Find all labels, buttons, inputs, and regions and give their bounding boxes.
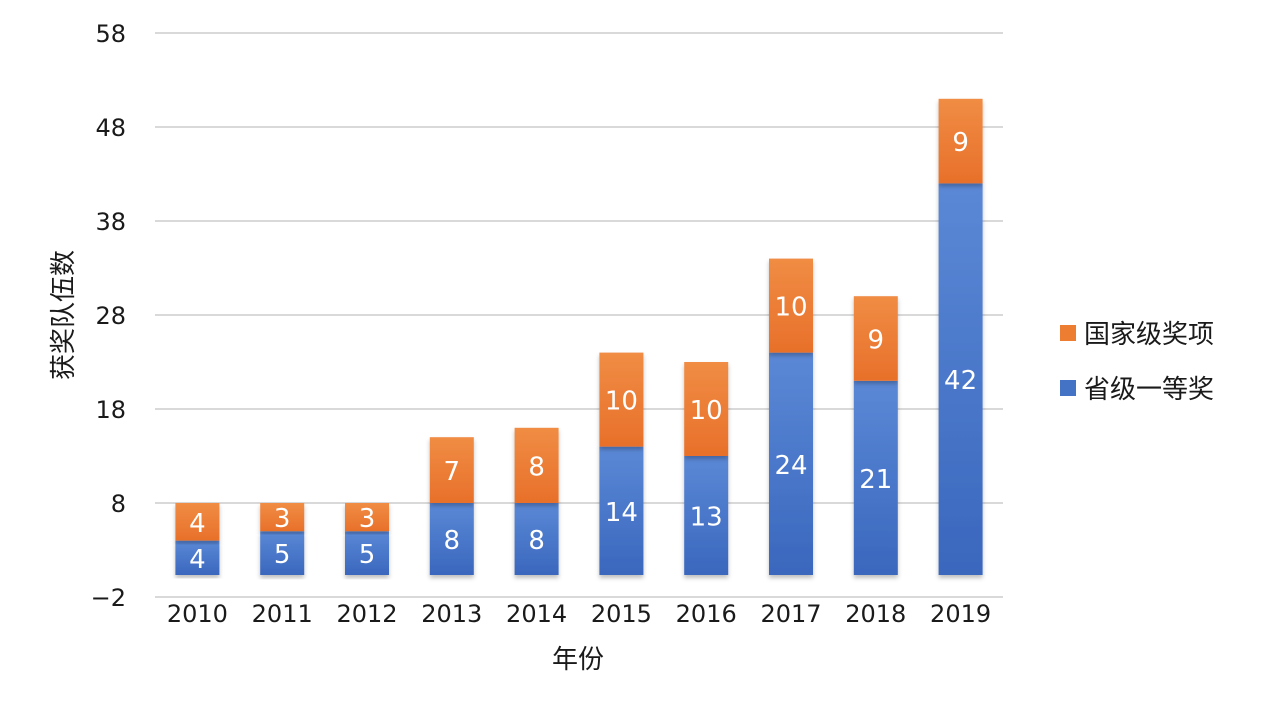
legend-swatch	[1060, 325, 1076, 341]
bar-segment	[853, 296, 898, 381]
bar-value-label: 10	[605, 387, 638, 417]
legend-label: 省级一等奖	[1084, 375, 1214, 405]
x-tick-label: 2012	[336, 600, 397, 628]
bar-segment	[769, 258, 813, 353]
y-axis-title: 获奖队伍数	[49, 250, 79, 380]
x-axis-ticks: 2010 2011 2012 2013 2014 2015 2016 2017 2018 2019	[167, 600, 991, 628]
x-tick-label: 2013	[421, 600, 482, 628]
bar-value-label: 9	[952, 128, 969, 158]
bar-value-label: 8	[444, 526, 461, 556]
bar-segment	[853, 380, 898, 575]
bar-segment	[345, 531, 389, 575]
bar-value-label: 8	[528, 526, 545, 556]
bar-segment	[938, 98, 983, 184]
bar-value-label: 7	[444, 457, 461, 487]
bar-value-label: 8	[528, 452, 545, 482]
bar-segment	[345, 503, 389, 532]
legend-label: 国家级奖项	[1084, 320, 1214, 350]
x-tick-label: 2017	[760, 600, 821, 628]
y-tick-label: 28	[95, 302, 126, 330]
bar-segment	[769, 352, 813, 575]
bar-segment	[260, 503, 305, 532]
bar-segment	[514, 503, 559, 575]
bar-segment	[429, 503, 474, 575]
bar-value-label: 10	[774, 293, 807, 323]
bar-value-label: 21	[859, 465, 892, 495]
bar-segment	[599, 352, 644, 447]
y-tick-label: 58	[95, 20, 126, 48]
x-tick-label: 2019	[930, 600, 991, 628]
bar-segment	[938, 183, 983, 575]
x-tick-label: 2016	[676, 600, 737, 628]
bar-segment	[260, 531, 305, 575]
y-tick-label: 48	[95, 114, 126, 142]
bar-segment	[684, 456, 729, 575]
y-tick-label: 38	[95, 208, 126, 236]
bar-segment	[175, 540, 220, 575]
y-tick-label: 8	[111, 490, 126, 518]
bar-value-label: 4	[189, 545, 206, 575]
bar-segment	[684, 362, 729, 456]
y-tick-label: −2	[91, 584, 126, 612]
bar-segment	[599, 446, 644, 575]
y-axis-ticks: −2 8 18 28 38 48 58	[91, 20, 126, 612]
x-tick-label: 2018	[845, 600, 906, 628]
bar-value-label: 42	[944, 366, 977, 396]
x-tick-label: 2014	[506, 600, 567, 628]
bar-value-label: 4	[189, 509, 206, 539]
x-tick-label: 2015	[591, 600, 652, 628]
bars: 4 4 5 3 5 3 8 7 8 8 14 10 13 10 24 10 21 9 42 9	[175, 98, 983, 575]
bar-segment	[429, 437, 474, 503]
bar-segment	[514, 427, 559, 503]
bar-segment	[175, 503, 220, 541]
bar-value-label: 9	[868, 326, 885, 356]
bar-value-label: 10	[690, 396, 723, 426]
bar-value-label: 3	[359, 504, 376, 534]
bar-value-label: 13	[690, 503, 723, 533]
x-tick-label: 2010	[167, 600, 228, 628]
legend-swatch	[1060, 380, 1076, 396]
x-axis-title: 年份	[552, 645, 604, 675]
bar-value-label: 5	[274, 540, 291, 570]
y-tick-label: 18	[95, 396, 126, 424]
bar-value-label: 24	[774, 451, 807, 481]
bar-value-label: 5	[359, 540, 376, 570]
bar-value-label: 14	[605, 498, 638, 528]
bar-value-label: 3	[274, 504, 291, 534]
x-tick-label: 2011	[252, 600, 313, 628]
